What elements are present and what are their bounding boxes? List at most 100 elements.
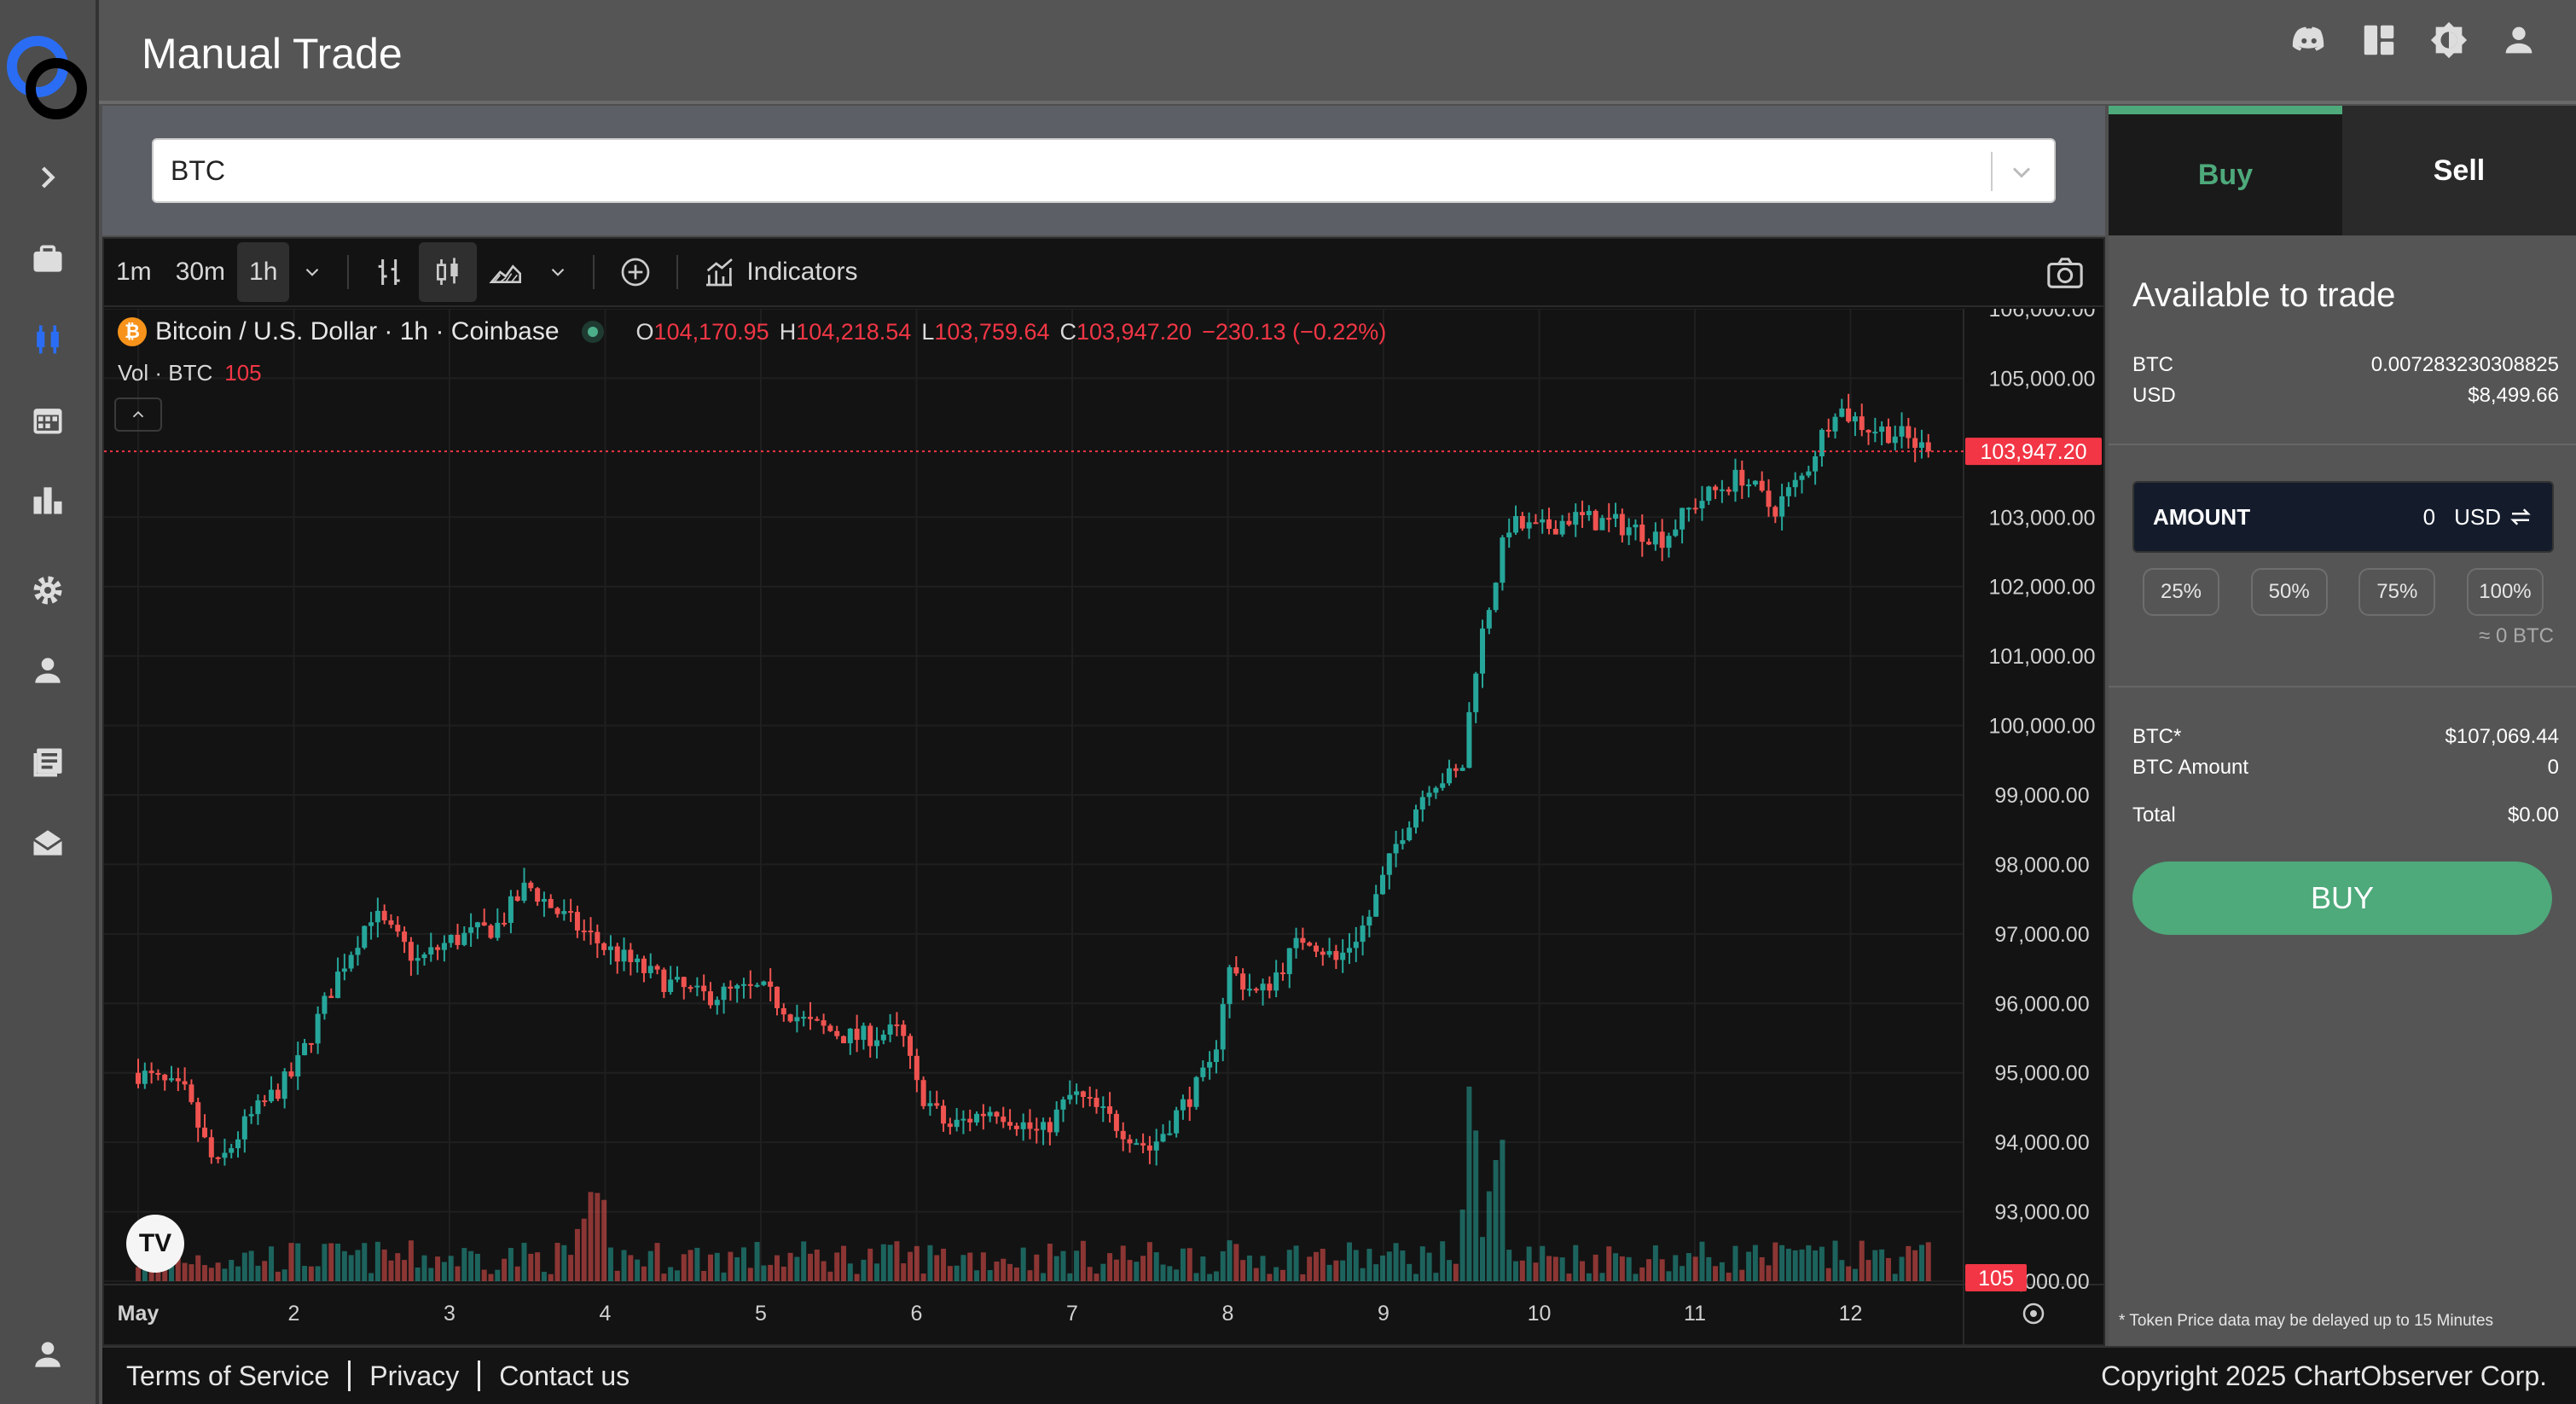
y-tick-label: 95,000.00 [1994,1062,2089,1086]
candle-body [1207,1062,1213,1068]
bars-style-icon[interactable] [361,242,419,302]
candle-body [1552,528,1558,535]
chevron-down-icon[interactable] [2006,157,2037,188]
candle-body [1912,438,1918,449]
interval-1m[interactable]: 1m [116,258,152,286]
volume-bar [1346,1242,1352,1281]
candle-body [1001,1117,1007,1123]
candle-body [1273,972,1279,991]
volume-bar [455,1266,461,1281]
indicators-label: Indicators [746,258,858,286]
volume-bar [1566,1273,1572,1281]
candle-body [468,927,474,933]
candle-body [880,1034,886,1041]
price-chart[interactable]: 106,000.00 105,000.00 103,000.00 102,000.00… [104,309,2103,1346]
candle-body [1673,529,1679,537]
volume-bar [1506,1250,1512,1281]
volume-bar [1806,1244,1812,1281]
low-label: L [921,318,935,345]
amount-input[interactable]: AMOUNT 0 USD [2132,481,2554,553]
x-tick-label: 6 [911,1302,923,1326]
pct-100-button[interactable]: 100% [2466,568,2544,616]
candle-body [1174,1110,1180,1134]
indicators-button[interactable]: Indicators [690,242,869,302]
volume-bar [694,1247,700,1281]
layout-icon[interactable] [2359,20,2399,60]
settings-gear-icon[interactable] [26,568,70,612]
news-icon[interactable] [26,740,70,785]
calendar-icon[interactable] [26,397,70,442]
volume-bar [1918,1244,1924,1281]
volume-label: Vol · BTC [118,360,213,386]
pct-75-button[interactable]: 75% [2358,568,2436,616]
volume-bar [435,1256,441,1281]
chart-panel: 1m 30m 1h Indicators 106,000.00 105,000.0… [102,237,2105,1346]
pct-25-button[interactable]: 25% [2143,568,2219,616]
candle-body [1413,809,1419,828]
expand-chevron-icon[interactable] [26,155,70,200]
volume-bar [448,1256,454,1281]
volume-bar [1480,1237,1486,1281]
symbol-select[interactable]: BTC [152,138,2056,203]
candle-body [1053,1109,1059,1133]
candle-body [1186,1099,1192,1107]
amount-value[interactable]: 0 [2422,503,2436,530]
profile-icon[interactable] [26,648,70,693]
candle-body [728,986,734,989]
pct-50-button[interactable]: 50% [2250,568,2328,616]
volume-bar [841,1245,847,1281]
account-icon[interactable] [26,1332,70,1377]
candle-body [1759,480,1765,491]
user-icon[interactable] [2499,20,2538,60]
divider [2109,444,2576,445]
candle-body [1739,469,1745,486]
total-value: $0.00 [2507,804,2559,827]
discord-icon[interactable] [2289,20,2329,60]
interval-30m[interactable]: 30m [175,258,226,286]
mail-open-icon[interactable] [26,821,70,865]
app-logo[interactable] [3,22,92,128]
interval-1h[interactable]: 1h [237,242,290,302]
buy-button[interactable]: BUY [2132,862,2552,935]
candle-body [668,979,674,993]
candle-body [182,1081,188,1085]
contact-link[interactable]: Contact us [499,1360,630,1391]
candle-body [535,888,541,902]
style-dropdown-icon[interactable] [535,242,581,302]
volume-bar [1466,1086,1472,1281]
privacy-link[interactable]: Privacy [369,1360,460,1391]
tradingview-logo[interactable]: TV [126,1215,184,1273]
candle-body [395,925,401,932]
trade-candles-icon[interactable] [26,317,70,362]
symbol-title[interactable]: Bitcoin / U.S. Dollar · 1h · Coinbase [155,317,560,345]
bar-chart-icon[interactable] [26,478,70,522]
theme-toggle-icon[interactable] [2429,20,2469,60]
volume-bar [1153,1252,1159,1281]
tab-buy[interactable]: Buy [2109,106,2342,235]
candle-body [1246,989,1252,991]
volume-bar [1320,1248,1326,1281]
volume-bar [740,1247,746,1281]
compare-plus-icon[interactable] [606,242,664,302]
interval-dropdown-icon[interactable] [289,242,335,302]
briefcase-icon[interactable] [26,237,70,281]
candle-body [408,942,414,961]
area-style-icon[interactable] [477,242,535,302]
camera-snapshot-icon[interactable] [2045,254,2085,293]
candles-style-icon[interactable] [419,242,478,302]
candle-body [901,1024,907,1036]
swap-arrows-icon[interactable] [2508,504,2533,530]
candle-body [688,987,693,989]
volume-bar [787,1252,793,1281]
collapse-legend-button[interactable] [114,397,162,432]
candle-body [1692,508,1698,510]
volume-bar [1013,1268,1019,1281]
tab-sell[interactable]: Sell [2342,106,2576,235]
volume-bar [1127,1260,1133,1281]
candle-body [1633,524,1639,528]
candle-body [1500,537,1506,583]
footer-separator [478,1360,481,1391]
terms-link[interactable]: Terms of Service [126,1360,330,1391]
close-label: C [1059,318,1077,345]
candle-body [1333,950,1339,960]
